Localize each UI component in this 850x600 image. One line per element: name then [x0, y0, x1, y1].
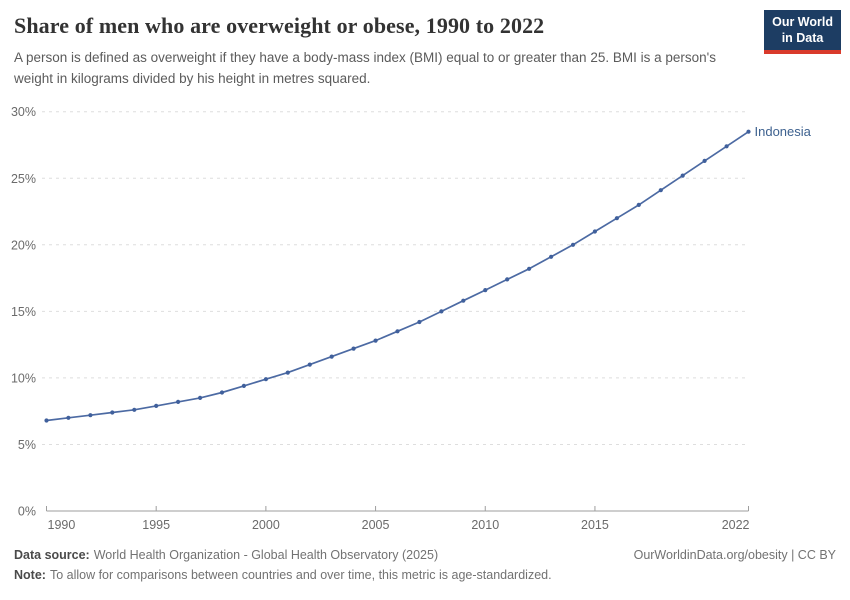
x-tick-label: 2005 [362, 518, 390, 532]
data-point-2012[interactable] [527, 266, 532, 271]
data-point-1994[interactable] [132, 407, 137, 412]
data-point-2002[interactable] [307, 362, 312, 367]
data-point-2022[interactable] [746, 129, 751, 134]
data-point-1992[interactable] [88, 413, 93, 418]
series-label-indonesia[interactable]: Indonesia [755, 124, 812, 139]
data-point-2013[interactable] [549, 254, 554, 259]
data-point-1993[interactable] [110, 410, 115, 415]
data-point-2000[interactable] [263, 377, 268, 382]
data-point-1997[interactable] [198, 395, 203, 400]
data-point-2015[interactable] [592, 229, 598, 234]
data-point-2007[interactable] [417, 319, 422, 325]
data-point-2008[interactable] [439, 309, 444, 314]
datasource-text: World Health Organization - Global Healt… [93, 548, 439, 562]
data-point-2016[interactable] [614, 216, 620, 221]
note-line: Note: To allow for comparisons between co… [14, 568, 836, 582]
logo-text-line1: Our World [772, 15, 833, 29]
x-tick-label: 2022 [722, 518, 750, 532]
chart-footer: Data source: World Health Organization - … [14, 548, 836, 582]
data-point-1991[interactable] [66, 415, 71, 420]
data-point-2021[interactable] [724, 144, 729, 149]
x-tick-label: 2010 [471, 518, 499, 532]
page-title: Share of men who are overweight or obese… [14, 13, 545, 38]
x-tick-label: 1990 [48, 518, 76, 532]
x-tick-label: 2000 [252, 518, 280, 532]
note-text: To allow for comparisons between countri… [49, 568, 552, 582]
x-tick-label: 2015 [581, 518, 609, 532]
data-point-2004[interactable] [351, 346, 356, 351]
license-link[interactable]: OurWorldinData.org/obesity | CC BY [633, 548, 836, 562]
data-point-1990[interactable] [44, 418, 49, 423]
y-tick-label: 10% [11, 371, 36, 385]
datasource-label: Data source: [14, 548, 90, 562]
data-point-1999[interactable] [241, 383, 246, 388]
data-point-2009[interactable] [461, 298, 466, 303]
x-tick-label: 1995 [142, 518, 170, 532]
data-point-2020[interactable] [702, 158, 707, 163]
y-tick-label: 30% [11, 105, 36, 119]
owid-logo: Our World in Data [764, 10, 841, 55]
chart-subtitle: A person is defined as overweight if the… [14, 50, 716, 86]
y-tick-label: 25% [11, 172, 36, 186]
indonesia-line[interactable] [45, 130, 750, 422]
data-point-2006[interactable] [395, 329, 400, 334]
logo-text-line2: in Data [781, 30, 824, 45]
note-label: Note: [14, 568, 46, 582]
data-point-1998[interactable] [219, 390, 225, 395]
data-point-2011[interactable] [505, 277, 510, 282]
data-point-2019[interactable] [680, 173, 685, 178]
data-point-2018[interactable] [658, 188, 663, 193]
data-point-2010[interactable] [483, 288, 488, 293]
datasource-line: Data source: World Health Organization - … [14, 548, 438, 562]
data-point-2017[interactable] [636, 202, 641, 207]
y-tick-label: 15% [11, 305, 36, 319]
data-point-2003[interactable] [329, 354, 334, 359]
y-tick-label: 5% [18, 438, 36, 452]
y-tick-label: 0% [18, 505, 36, 519]
chart-header: Share of men who are overweight or obese… [14, 13, 764, 89]
data-point-1996[interactable] [176, 399, 181, 404]
data-point-2001[interactable] [285, 370, 290, 375]
data-point-1995[interactable] [154, 403, 159, 408]
y-tick-label: 20% [11, 238, 36, 252]
data-point-2014[interactable] [570, 242, 576, 247]
data-point-2005[interactable] [373, 338, 378, 343]
